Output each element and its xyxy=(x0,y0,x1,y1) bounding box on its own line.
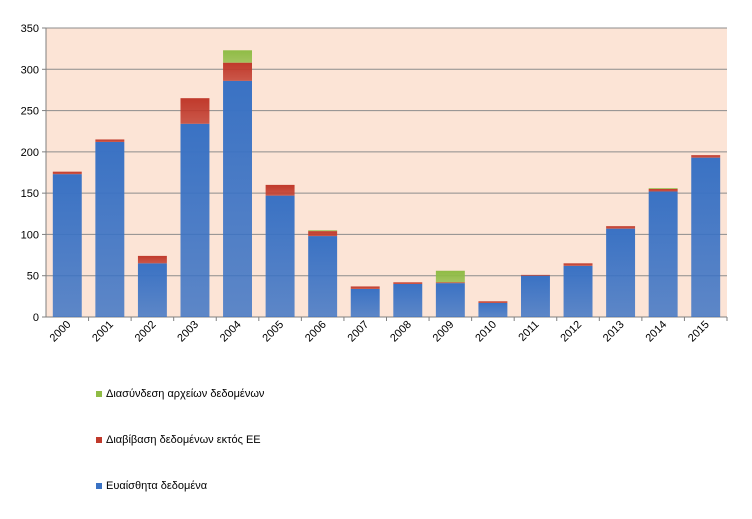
bar-segment xyxy=(393,282,423,284)
x-tick-label: 2007 xyxy=(346,319,372,345)
bar-segment xyxy=(648,191,678,317)
bar-segment xyxy=(435,283,465,317)
bar-segment xyxy=(223,80,253,318)
y-tick-label: 150 xyxy=(21,188,39,200)
x-tick-label: 2013 xyxy=(601,319,627,345)
legend-swatch-transfer xyxy=(96,437,102,443)
bar-segment xyxy=(648,188,678,190)
bar-segment xyxy=(265,184,295,196)
bar-segment xyxy=(137,263,167,317)
x-tick-label: 2011 xyxy=(516,319,541,344)
x-tick-label: 2005 xyxy=(260,319,286,345)
bar-segment xyxy=(95,139,125,142)
y-tick-label: 300 xyxy=(21,64,39,76)
bar-segment xyxy=(393,283,423,317)
x-tick-label: 2015 xyxy=(686,319,712,345)
bar-segment xyxy=(223,50,253,63)
legend-item-linking: Διασύνδεση αρχείων δεδομένων xyxy=(96,388,264,400)
bar-segment xyxy=(435,282,465,284)
x-tick-label: 2010 xyxy=(473,319,499,345)
x-tick-label: 2014 xyxy=(643,319,669,345)
x-tick-label: 2002 xyxy=(133,319,159,345)
bar-segment xyxy=(606,228,636,317)
bar-segment xyxy=(691,155,721,158)
x-tick-label: 2012 xyxy=(558,319,584,345)
legend: Διασύνδεση αρχείων δεδομένων Διαβίβαση δ… xyxy=(96,380,496,500)
bar-segment xyxy=(563,263,593,266)
legend-label-linking: Διασύνδεση αρχείων δεδομένων xyxy=(106,388,265,400)
legend-label-sensitive: Ευαίσθητα δεδομένα xyxy=(106,480,208,492)
y-tick-label: 100 xyxy=(21,229,39,241)
bar-segment xyxy=(435,270,465,283)
x-tick-label: 2004 xyxy=(218,319,244,345)
legend-item-transfer: Διαβίβαση δεδομένων εκτός ΕΕ xyxy=(96,434,261,446)
bar-segment xyxy=(308,231,338,237)
x-tick-label: 2001 xyxy=(90,319,116,345)
legend-item-sensitive: Ευαίσθητα δεδομένα xyxy=(96,480,207,492)
bar-segment xyxy=(265,195,295,317)
y-tick-label: 350 xyxy=(21,23,39,35)
y-tick-label: 250 xyxy=(21,106,39,118)
bar-segment xyxy=(308,236,338,317)
bar-segment xyxy=(137,255,167,264)
bar-segment xyxy=(350,288,380,317)
legend-swatch-sensitive xyxy=(96,483,102,489)
bar-segment xyxy=(180,98,210,124)
x-tick-label: 2000 xyxy=(48,319,74,345)
bar-segment xyxy=(606,226,636,229)
bar-segment xyxy=(52,174,82,317)
x-tick-label: 2003 xyxy=(175,319,201,345)
legend-label-transfer: Διαβίβαση δεδομένων εκτός ΕΕ xyxy=(106,434,261,446)
bar-segment xyxy=(520,275,550,317)
bar-segment xyxy=(648,189,678,192)
y-tick-label: 50 xyxy=(27,271,39,283)
bar-segment xyxy=(478,301,508,303)
y-tick-label: 0 xyxy=(33,312,39,324)
bar-segment xyxy=(223,62,253,81)
bar-segment xyxy=(52,171,82,175)
legend-swatch-linking xyxy=(96,391,102,397)
bar-segment xyxy=(520,274,550,276)
bar-segment xyxy=(563,265,593,317)
bar-segment xyxy=(95,141,125,317)
bar-segment xyxy=(308,230,338,232)
bar-segment xyxy=(691,157,721,317)
x-tick-label: 2006 xyxy=(303,319,329,345)
bar-segment xyxy=(180,123,210,317)
bar-segment xyxy=(478,302,508,317)
y-tick-label: 200 xyxy=(21,147,39,159)
x-tick-label: 2009 xyxy=(431,319,457,345)
x-tick-label: 2008 xyxy=(388,319,414,345)
bar-segment xyxy=(350,286,380,289)
